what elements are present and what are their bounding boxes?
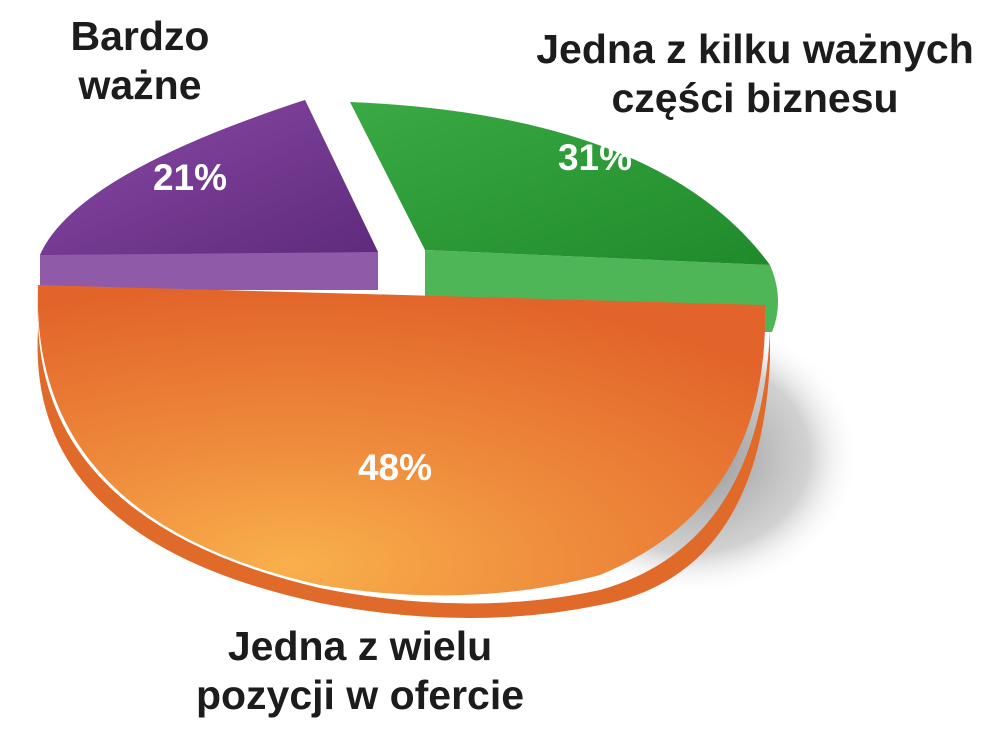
slice-bardzo-wazne bbox=[40, 100, 378, 255]
category-label-line: części biznesu bbox=[611, 75, 899, 121]
data-label-jedna-z-kilku: 31% bbox=[558, 137, 632, 178]
category-label-line: pozycji w ofercie bbox=[195, 672, 525, 718]
category-label-line: Bardzo bbox=[70, 13, 210, 59]
data-label-bardzo-wazne: 21% bbox=[153, 157, 227, 198]
category-label-jedna-z-wielu: Jedna z wielu pozycji w ofercie bbox=[170, 622, 550, 720]
category-label-jedna-z-kilku: Jedna z kilku ważnych części biznesu bbox=[520, 25, 990, 123]
category-label-line: Jedna z wielu bbox=[227, 623, 493, 669]
category-label-line: Jedna z kilku ważnych bbox=[536, 26, 974, 72]
slice-jedna-z-kilku bbox=[350, 102, 770, 265]
category-label-line: ważne bbox=[78, 62, 202, 108]
category-label-bardzo-wazne: Bardzo ważne bbox=[40, 12, 240, 110]
data-label-jedna-z-wielu: 48% bbox=[358, 447, 432, 488]
slice-jedna-z-wielu bbox=[37, 285, 766, 596]
